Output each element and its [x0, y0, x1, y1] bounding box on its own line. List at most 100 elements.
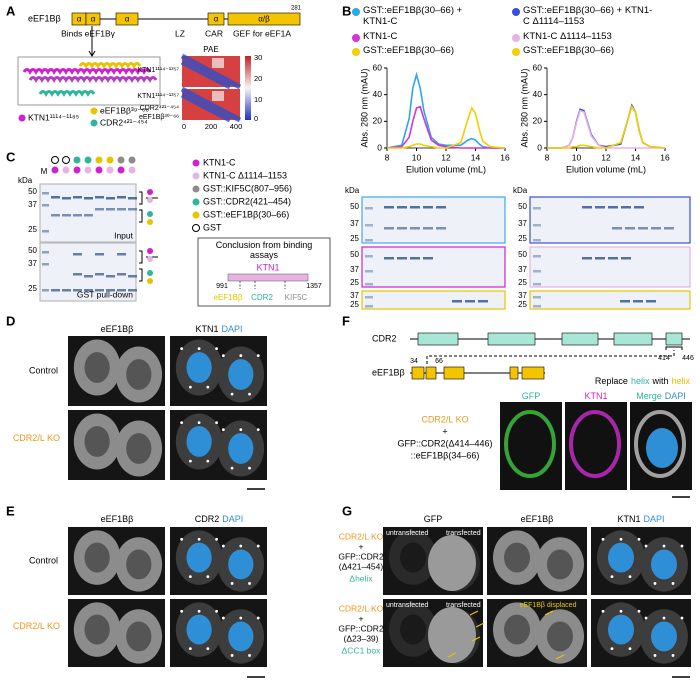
marker-label: 25 [518, 278, 527, 287]
label-part: Merge [636, 391, 662, 401]
marker-label: 37 [28, 200, 37, 209]
gel-band [42, 192, 49, 195]
gel [529, 290, 691, 310]
marker-label: 37 [518, 291, 527, 300]
construct-label: ::eEF1Bβ(34–66) [411, 450, 480, 460]
speckle [215, 609, 218, 613]
nucleus [228, 621, 254, 652]
speckle [619, 609, 623, 613]
colorbar-tick-label: 10 [254, 95, 262, 104]
gel-band [410, 257, 420, 260]
column-header: GFP [424, 514, 443, 524]
speckle [221, 354, 225, 357]
marker-label: 37 [518, 219, 527, 228]
column-header: eEF1Bβ [521, 514, 554, 524]
gel-band [423, 206, 433, 209]
construct-label: GFP::CDR2 [338, 623, 384, 633]
marker-label: 25 [350, 278, 359, 287]
speckle [671, 654, 675, 657]
marker-label: 25 [518, 234, 527, 243]
binder-label: eEF1Bβ [213, 293, 242, 302]
construct-label: CDR2/L KO [421, 414, 468, 424]
bracket [139, 250, 143, 282]
legend-dot [147, 270, 153, 276]
marker-label: 50 [28, 187, 37, 196]
column-header: eEF1Bβ [101, 324, 134, 334]
protein-name: KTN1 [256, 262, 279, 272]
gel-unit: kDa [18, 176, 33, 185]
colorbar-tick-label: 30 [254, 53, 262, 62]
speckle [239, 616, 243, 620]
column-header: GFP [522, 391, 541, 401]
legend-label: KTN1¹¹¹⁴⁻¹¹⁸⁵ [28, 112, 79, 122]
speckle [610, 575, 614, 579]
speckle [188, 647, 192, 651]
gel [529, 196, 691, 244]
y-axis-label: Abs. 280 nm (mAU) [359, 68, 369, 147]
legend-label: GST::CDR2(421–454) [203, 196, 291, 206]
y-tick-label: 60 [373, 62, 383, 72]
gel-unit: kDa [513, 186, 528, 195]
nucleus [228, 433, 254, 464]
panel-letter: A [6, 3, 16, 18]
text-box: KTN1-C Δ1114–1153 [523, 32, 612, 42]
marker-label: 50 [518, 202, 527, 211]
panel-letter: B [342, 3, 351, 18]
nucleus [186, 352, 212, 383]
gel-band [646, 300, 656, 303]
speckle [206, 575, 210, 579]
marker-label: 25 [28, 225, 37, 234]
gel-band [84, 289, 93, 292]
panel-letter: C [6, 149, 16, 164]
panel-letter: E [6, 503, 15, 518]
gel-band [117, 196, 126, 199]
speckle [662, 616, 666, 620]
panel-letter: G [342, 503, 352, 518]
gel-band [51, 289, 60, 292]
gel-band [365, 283, 373, 286]
domain-label: α/β [258, 15, 270, 24]
cell [634, 410, 686, 478]
image-annotation: transfected [446, 602, 481, 609]
legend-dot [95, 156, 103, 164]
legend-label: KTN1-C Δ1114–1153 [203, 170, 287, 180]
x-tick-label: 10 [572, 152, 582, 162]
speckle [206, 647, 210, 651]
helix [28, 76, 158, 83]
gel-band [365, 239, 373, 242]
construct-label: + [442, 426, 447, 436]
column-header: eEF1Bβ [101, 514, 134, 524]
legend-dot [147, 211, 153, 217]
gel-band [62, 197, 71, 200]
legend-dot [84, 166, 92, 174]
marker-label: 25 [28, 284, 37, 293]
line [547, 109, 665, 149]
nucleus [186, 614, 212, 645]
speckle [628, 647, 632, 651]
legend-dot [352, 8, 360, 16]
gel-band [410, 206, 420, 209]
column-header: KTN1 [584, 391, 607, 401]
region-label: GEF for eEF1A [233, 28, 291, 38]
gel-unit: kDa [345, 186, 360, 195]
text-box: CDR2/L KO [13, 433, 60, 443]
gel-band [42, 289, 49, 292]
lane-label: M [41, 167, 48, 176]
gel-band [365, 255, 373, 258]
column-header: KTN1 DAPI [195, 324, 242, 334]
nucleus [504, 614, 530, 645]
pae-diagonal [180, 86, 242, 123]
legend-dot [128, 166, 136, 174]
pae-row-label: KTN1¹¹¹⁴⁻¹³⁵⁷ [137, 93, 179, 100]
x-tick-label: 16 [500, 152, 510, 162]
nucleus [400, 542, 426, 573]
legend-label: GST::eEF1Bβ(30–66) + KTN1-C Δ1114–1153 [523, 6, 653, 27]
marker-label: 25 [518, 300, 527, 309]
region-label: LZ [175, 28, 185, 38]
x-axis-label: Elution volume (mL) [566, 164, 646, 174]
legend-dot [192, 211, 200, 219]
nucleus [608, 542, 634, 573]
pae-tick-label: 200 [205, 122, 218, 131]
gel-band [51, 196, 60, 199]
speckle [221, 428, 225, 431]
